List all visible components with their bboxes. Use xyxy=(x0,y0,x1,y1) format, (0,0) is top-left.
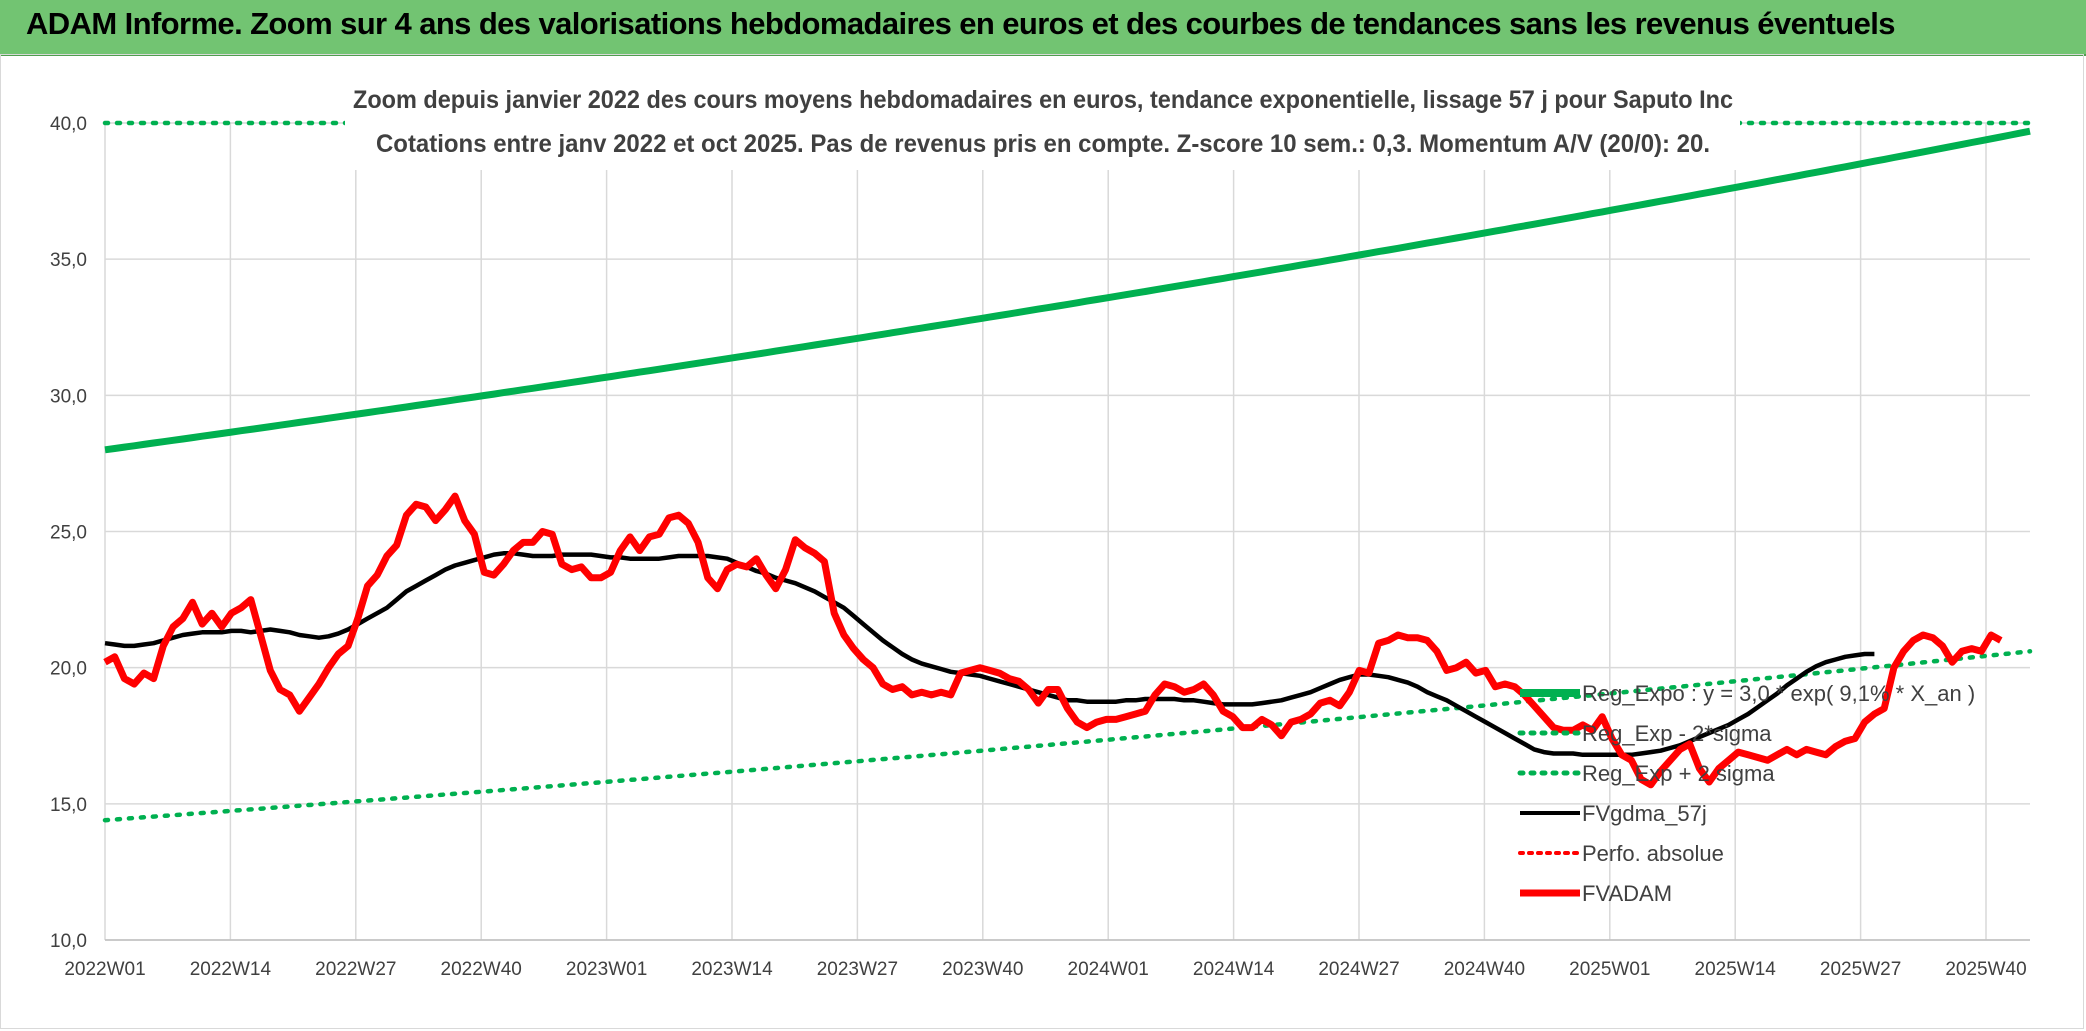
x-tick-label: 2022W14 xyxy=(190,959,272,980)
x-tick-label: 2023W14 xyxy=(691,959,773,980)
y-tick-label: 15,0 xyxy=(50,795,87,816)
legend: Reg_Expo : y = 3,0 * exp( 9,1% * X_an ) R… xyxy=(1517,681,1975,906)
title-layer: Zoom depuis janvier 2022 des cours moyen… xyxy=(353,86,1733,158)
x-tick-label: 2024W01 xyxy=(1068,959,1149,980)
y-tick-label: 35,0 xyxy=(50,250,87,271)
x-tick-label: 2022W40 xyxy=(441,959,522,980)
x-tick-label: 2025W40 xyxy=(1945,959,2026,980)
x-tick-label: 2024W27 xyxy=(1318,959,1399,980)
series-fvadam xyxy=(103,492,2003,789)
report-banner: ADAM Informe. Zoom sur 4 ans des valoris… xyxy=(0,0,2086,56)
axis-layer: 10,0 15,0 20,0 25,0 30,0 35,0 40,0 2022W01 2022W… xyxy=(50,114,2030,980)
series-layer xyxy=(102,78,2033,823)
y-tick-label: 30,0 xyxy=(50,386,87,407)
legend-label: Reg_Exp + 2 sigma xyxy=(1582,761,1775,786)
grid-layer xyxy=(104,122,2030,941)
series-fvgdma-57j xyxy=(104,551,1875,758)
x-tick-label: 2025W01 xyxy=(1569,959,1650,980)
y-tick-label: 20,0 xyxy=(50,659,87,680)
legend-label: FVADAM xyxy=(1582,881,1672,906)
report-title: ADAM Informe. Zoom sur 4 ans des valoris… xyxy=(26,6,1896,41)
x-tick-label: 2023W27 xyxy=(817,959,898,980)
x-tick-label: 2025W14 xyxy=(1695,959,1777,980)
legend-label: Reg_Exp - 2*sigma xyxy=(1582,721,1772,746)
chart-frame xyxy=(0,54,2084,1029)
series-reg-expo xyxy=(104,127,2031,454)
x-tick-label: 2022W27 xyxy=(315,959,396,980)
x-tick-label: 2025W27 xyxy=(1820,959,1901,980)
y-tick-label: 10,0 xyxy=(50,931,87,952)
y-tick-label: 25,0 xyxy=(50,523,87,544)
x-tick-label: 2023W01 xyxy=(566,959,647,980)
chart-title: Zoom depuis janvier 2022 des cours moyen… xyxy=(353,86,1733,114)
x-tick-label: 2024W14 xyxy=(1193,959,1275,980)
series-reg-exp-minus-2sigma xyxy=(102,649,2033,823)
legend-label: Perfo. absolue xyxy=(1582,841,1724,866)
title-backing xyxy=(345,78,1740,170)
x-tick-label: 2023W40 xyxy=(942,959,1023,980)
legend-label: Reg_Expo : y = 3,0 * exp( 9,1% * X_an ) xyxy=(1582,681,1975,706)
y-tick-label: 40,0 xyxy=(50,114,87,135)
legend-label: FVgdma_57j xyxy=(1582,801,1707,826)
x-tick-label: 2024W40 xyxy=(1444,959,1525,980)
chart-subtitle: Cotations entre janv 2022 et oct 2025. P… xyxy=(376,130,1710,158)
x-tick-label: 2022W01 xyxy=(64,959,145,980)
